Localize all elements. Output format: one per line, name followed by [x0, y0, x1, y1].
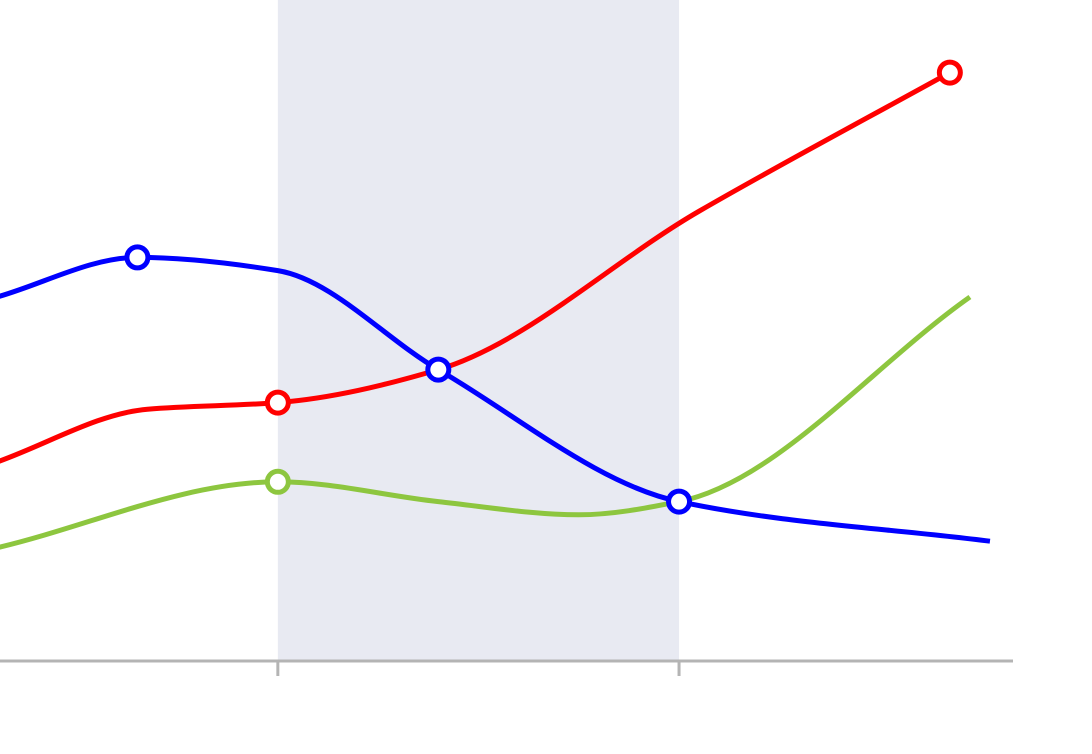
series-2-point-5[interactable]: [666, 488, 693, 515]
series-1-point-6[interactable]: [936, 59, 963, 86]
highlight-band: [277, 0, 680, 660]
series-2-point-4[interactable]: [425, 356, 452, 383]
series-3-point-2[interactable]: [264, 468, 291, 495]
x-axis: [0, 659, 1013, 676]
series-3-line: [0, 294, 972, 550]
highlight-band-layer: [277, 0, 680, 660]
series-markers: [124, 59, 963, 515]
series-1-point-3[interactable]: [264, 389, 291, 416]
series-1-line: [0, 70, 952, 464]
series-2-point-2[interactable]: [124, 244, 151, 271]
